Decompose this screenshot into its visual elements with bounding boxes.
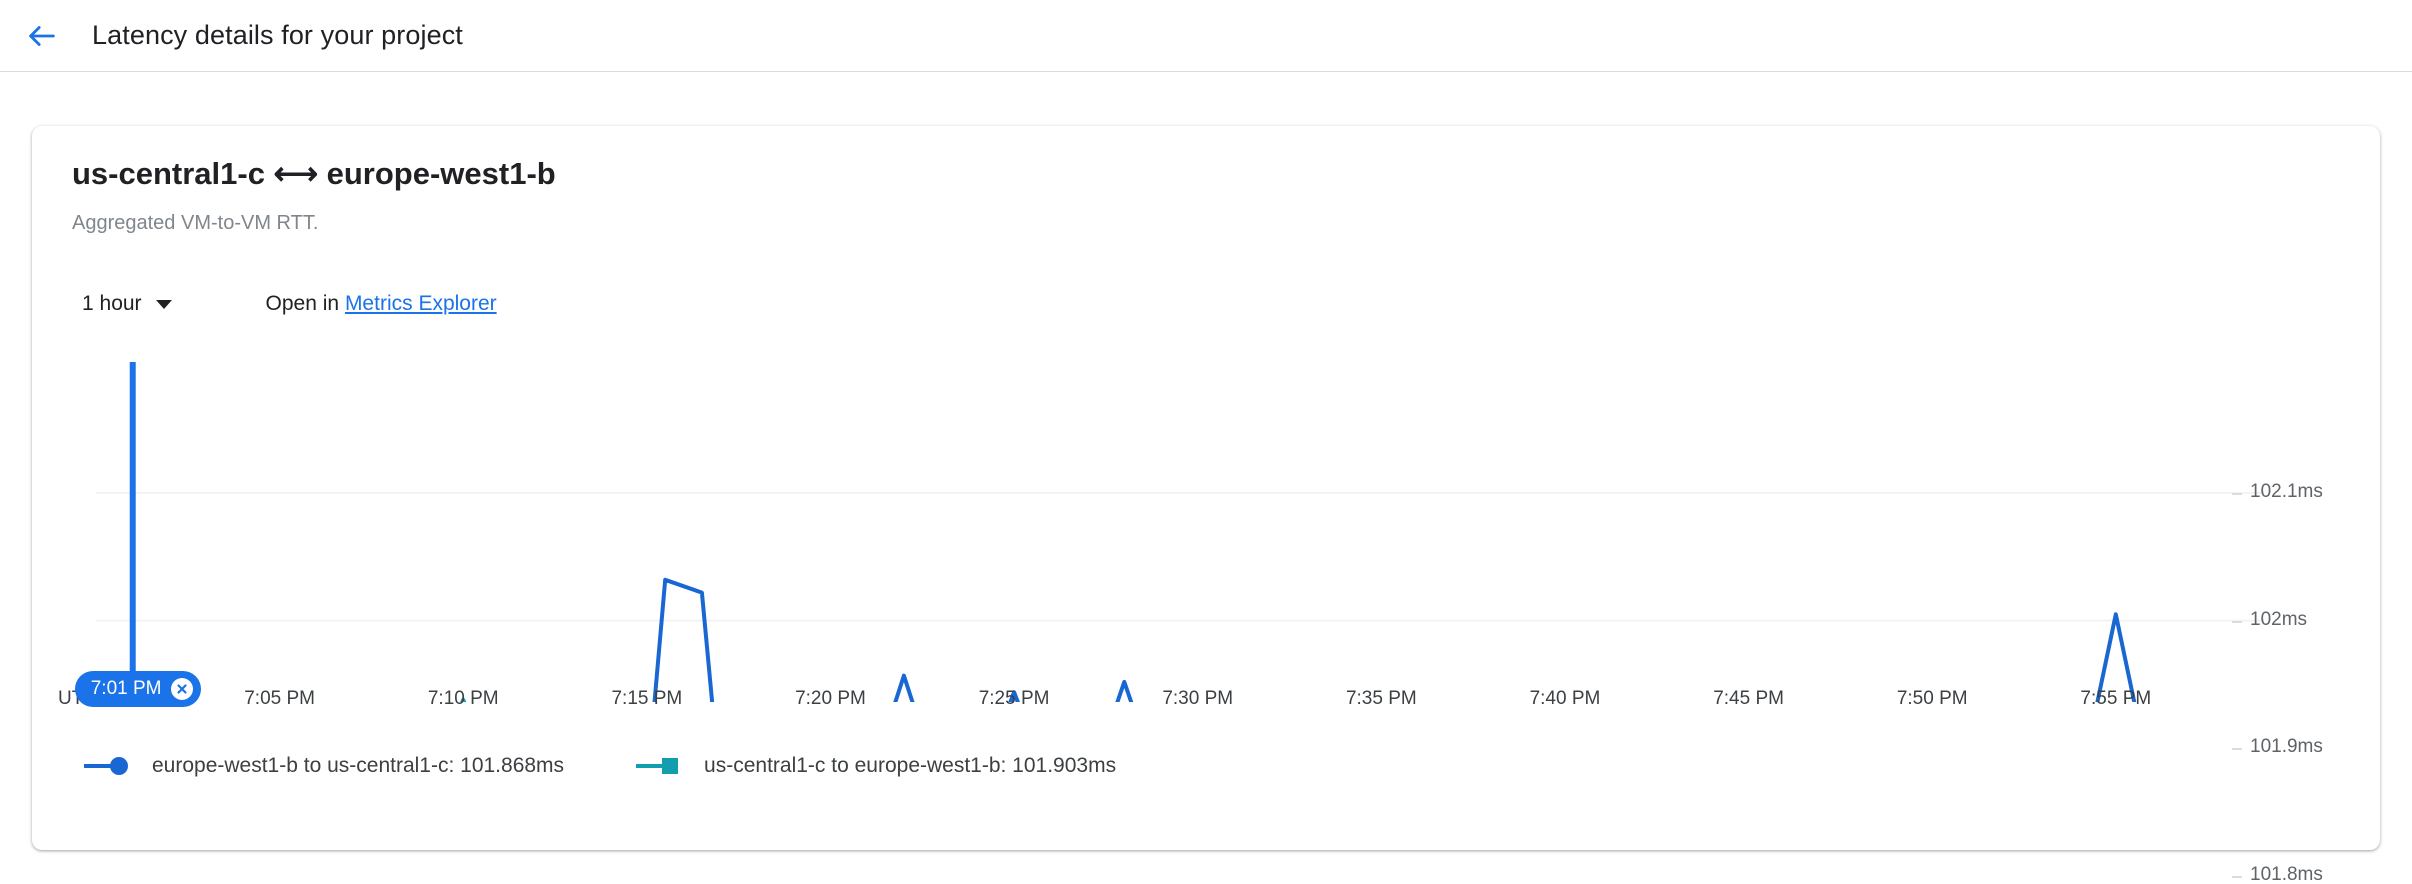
- time-cursor-label: 7:01 PM: [90, 678, 162, 699]
- x-axis-label: 7:45 PM: [1713, 688, 1784, 709]
- y-axis-label: 102ms: [2250, 608, 2308, 630]
- chart-controls: 1 hour Open in Metrics Explorer: [72, 284, 497, 324]
- arrow-left-icon: [25, 19, 59, 53]
- open-in-prefix: Open in: [265, 292, 345, 315]
- app-bar: Latency details for your project: [0, 0, 2412, 72]
- legend-label-0: europe-west1-b to us-central1-c: 101.868…: [152, 754, 565, 777]
- y-axis-label: 101.9ms: [2250, 736, 2323, 758]
- y-tick: [2232, 748, 2242, 751]
- chart-plot-area[interactable]: [32, 332, 2380, 702]
- legend-item-1[interactable]: us-central1-c to europe-west1-b: 101.903…: [636, 754, 1116, 778]
- y-axis-label: 102.1ms: [2250, 481, 2323, 502]
- legend-item-0[interactable]: europe-west1-b to us-central1-c: 101.868…: [84, 754, 564, 778]
- x-axis-label: 7:50 PM: [1896, 688, 1968, 709]
- latency-chart: [32, 332, 2380, 702]
- back-button[interactable]: [14, 8, 70, 64]
- y-tick: [2232, 876, 2242, 878]
- x-axis-label: 7:25 PM: [978, 688, 1050, 709]
- x-axis-label: 7:30 PM: [1162, 688, 1234, 709]
- card-title: us-central1-c ⟷ europe-west1-b: [72, 156, 556, 191]
- x-axis-label: 7:55 PM: [2080, 688, 2152, 709]
- y-axis-label: 101.8ms: [2250, 864, 2323, 884]
- time-cursor-pill[interactable]: 7:01 PM: [74, 671, 202, 707]
- y-tick: [2232, 620, 2242, 623]
- time-range-label: 1 hour: [82, 292, 142, 315]
- x-axis-label: 7:20 PM: [795, 688, 866, 709]
- legend-marker-square-icon: [636, 756, 682, 776]
- x-axis-label: 7:15 PM: [611, 688, 683, 709]
- chevron-down-icon: [155, 299, 172, 309]
- close-circle-icon[interactable]: [171, 678, 194, 700]
- time-range-select[interactable]: 1 hour: [72, 288, 182, 320]
- legend-label-1: us-central1-c to europe-west1-b: 101.903…: [704, 754, 1117, 777]
- card-subtitle: Aggregated VM-to-VM RTT.: [72, 212, 319, 234]
- x-axis-label: 7:05 PM: [244, 688, 315, 709]
- open-in-metrics-explorer: Open in Metrics Explorer: [266, 292, 497, 316]
- x-axis-label: 7:40 PM: [1529, 688, 1601, 709]
- x-axis-label: 7:10 PM: [427, 688, 499, 709]
- metrics-explorer-link[interactable]: Metrics Explorer: [344, 292, 497, 315]
- series-line-0: [652, 577, 2137, 702]
- legend-marker-circle-icon: [84, 756, 130, 776]
- chart-legend: europe-west1-b to us-central1-c: 101.868…: [84, 754, 1116, 778]
- x-axis-label: 7:35 PM: [1345, 688, 1417, 709]
- y-tick: [2232, 493, 2242, 495]
- page-title: Latency details for your project: [92, 20, 463, 50]
- latency-card: us-central1-c ⟷ europe-west1-b Aggregate…: [32, 126, 2380, 884]
